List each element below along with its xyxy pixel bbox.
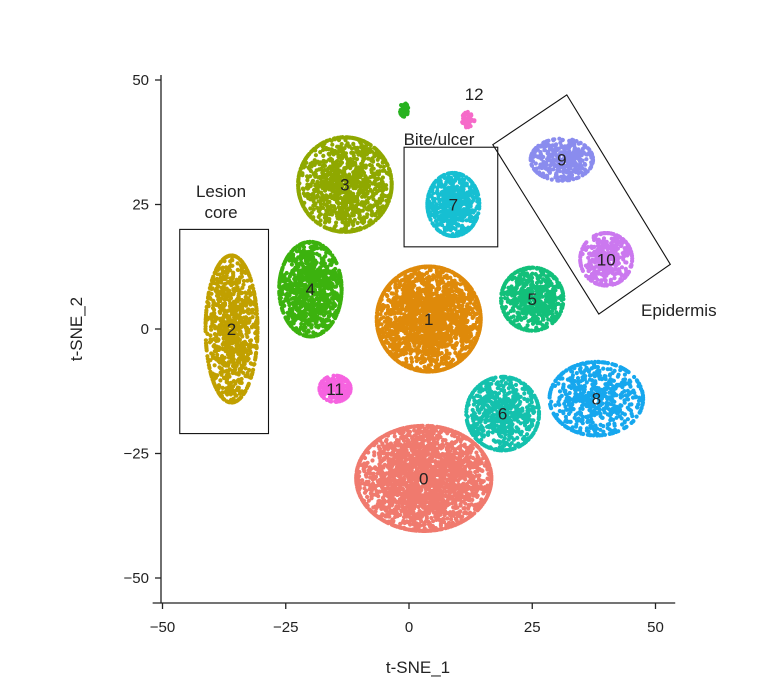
annotation-label: Lesion xyxy=(196,182,246,201)
cluster-label-0: 0 xyxy=(419,469,428,488)
cluster-points-11 xyxy=(317,373,353,405)
x-tick-label: 50 xyxy=(647,619,664,636)
cluster-points-12 xyxy=(460,109,477,130)
cluster-points-4 xyxy=(277,239,344,339)
annotation-label: Bite/ulcer xyxy=(404,130,475,149)
x-tick-label: −50 xyxy=(150,619,175,636)
cluster-label-10: 10 xyxy=(597,250,616,269)
points-layer xyxy=(203,101,646,534)
cluster-label-1: 1 xyxy=(424,310,433,329)
annotation-box xyxy=(403,146,499,248)
x-ticks: −50 −25 0 25 50 xyxy=(150,603,664,636)
cluster-points-0 xyxy=(354,423,494,534)
cluster-points-6 xyxy=(464,374,542,453)
annotation-label: core xyxy=(204,203,237,222)
cluster-points-7 xyxy=(425,170,482,239)
cluster-points-3 xyxy=(296,135,394,234)
y-tick-label: 0 xyxy=(141,321,149,338)
cluster-label-8: 8 xyxy=(592,390,601,409)
cluster-label-6: 6 xyxy=(498,405,507,424)
x-tick-label: 0 xyxy=(405,619,413,636)
y-tick-label: −50 xyxy=(124,570,149,587)
cluster-points-8 xyxy=(547,359,646,438)
cluster-label-5: 5 xyxy=(528,290,537,309)
annotation-box xyxy=(179,228,270,435)
cluster-label-9: 9 xyxy=(557,151,566,170)
cluster-label-2: 2 xyxy=(227,320,236,339)
cluster-points-10 xyxy=(578,231,635,288)
x-axis-title: t-SNE_1 xyxy=(386,658,450,677)
cluster-label-11: 11 xyxy=(326,380,344,399)
cluster-points-5 xyxy=(499,265,566,333)
cluster-points-1 xyxy=(374,264,483,374)
cluster-points-9 xyxy=(528,136,596,183)
y-axis-title: t-SNE_2 xyxy=(67,297,86,361)
cluster-points-2 xyxy=(203,253,260,405)
y-tick-label: −25 xyxy=(124,446,149,463)
y-tick-label: 50 xyxy=(132,72,149,89)
annotation-boxes: Lesion core Bite/ulcer Epidermis xyxy=(179,94,717,435)
cluster-points-unlabeled xyxy=(398,101,411,119)
x-tick-label: 25 xyxy=(524,619,541,636)
y-tick-label: 25 xyxy=(132,197,149,214)
cluster-label-7: 7 xyxy=(449,196,458,215)
cluster-label-12: 12 xyxy=(465,85,484,104)
annotation-label: Epidermis xyxy=(641,301,717,320)
cluster-label-4: 4 xyxy=(306,280,315,299)
y-ticks: −50 −25 0 25 50 xyxy=(124,72,161,587)
cluster-label-3: 3 xyxy=(340,176,349,195)
annotation-box xyxy=(492,94,672,315)
x-tick-label: −25 xyxy=(273,619,298,636)
